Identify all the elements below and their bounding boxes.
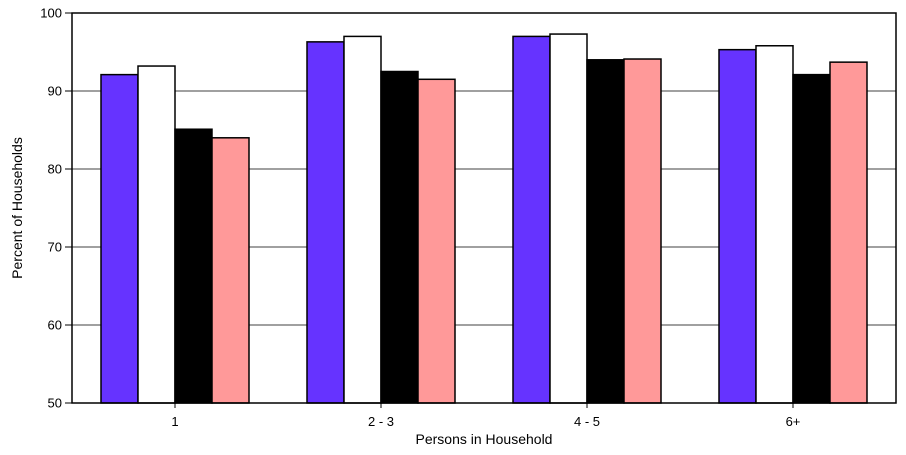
x-tick-label: 4 - 5 xyxy=(574,414,600,429)
bar xyxy=(174,128,213,404)
bar xyxy=(586,59,625,404)
y-tick-label: 70 xyxy=(48,240,62,255)
bar xyxy=(137,65,176,404)
plot-frame xyxy=(71,12,897,404)
x-tick-label: 1 xyxy=(171,414,178,429)
y-tick-label: 80 xyxy=(48,162,62,177)
bars xyxy=(100,33,868,404)
bar xyxy=(100,73,139,404)
x-tick-label: 2 - 3 xyxy=(368,414,394,429)
y-tick-label: 50 xyxy=(48,396,62,411)
bar xyxy=(792,73,831,404)
y-tick-label: 100 xyxy=(40,6,62,21)
bar xyxy=(512,35,551,404)
bar xyxy=(211,137,250,404)
bar xyxy=(755,45,794,404)
bar xyxy=(306,41,345,404)
bar xyxy=(718,48,757,404)
bar xyxy=(380,70,419,404)
x-tick-label: 6+ xyxy=(786,414,801,429)
bar xyxy=(417,78,456,404)
y-tick-label: 90 xyxy=(48,84,62,99)
y-axis-title: Percent of Households xyxy=(9,137,25,279)
bar xyxy=(829,61,868,404)
y-tick-label: 60 xyxy=(48,318,62,333)
bar xyxy=(549,33,588,404)
x-axis-ticks: 1 2 - 3 4 - 5 6+ xyxy=(171,403,800,429)
bar xyxy=(343,35,382,404)
bar xyxy=(623,58,662,404)
x-axis-title: Persons in Household xyxy=(416,431,553,447)
y-axis-ticks: 50 60 70 80 90 100 xyxy=(40,6,72,411)
